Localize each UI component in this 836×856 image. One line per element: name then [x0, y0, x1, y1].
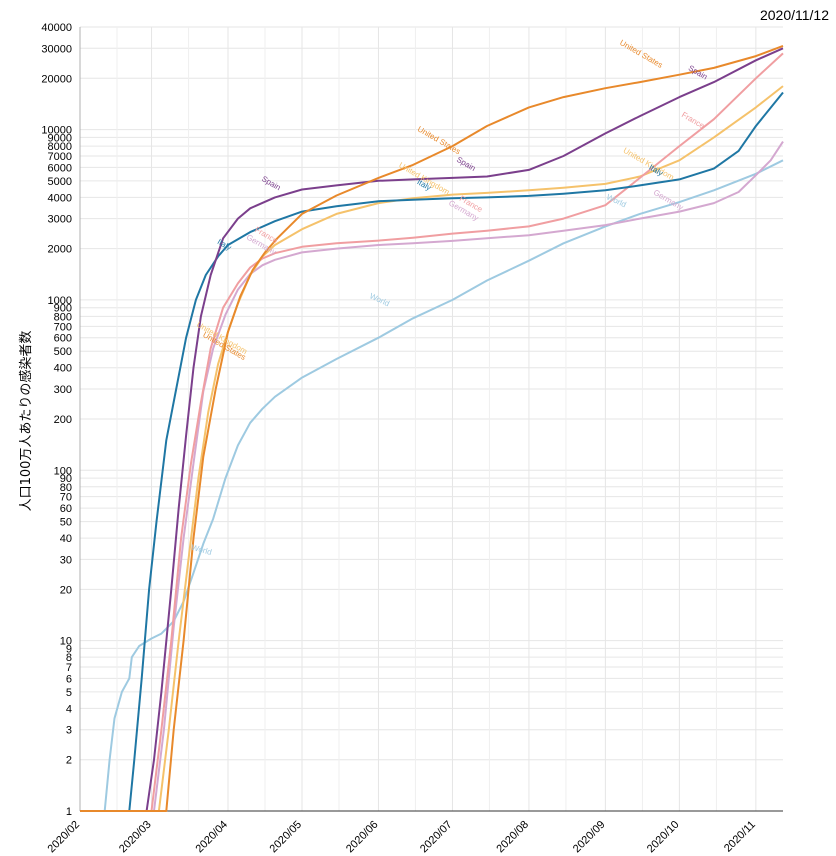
- x-tick-label: 2020/02: [46, 819, 83, 856]
- series-line-germany: [80, 141, 784, 812]
- series-line-united-states: [80, 44, 784, 812]
- series-label: Spain: [260, 174, 282, 192]
- x-tick-label: 2020/08: [494, 819, 531, 856]
- x-tick-label: 2020/05: [268, 819, 305, 856]
- y-tick-label: 90: [60, 473, 72, 485]
- grid: [79, 26, 783, 812]
- y-tick-label: 8000: [48, 141, 72, 153]
- series-label: France: [680, 110, 707, 131]
- y-tick-label: 70: [60, 492, 72, 504]
- x-tick-label: 2020/07: [418, 819, 455, 856]
- y-tick-label: 3000: [48, 214, 72, 226]
- y-tick-label: 60: [60, 503, 72, 515]
- y-tick-label: 3: [66, 725, 72, 737]
- y-tick-label: 4: [66, 703, 72, 715]
- y-tick-label: 8: [66, 652, 72, 664]
- series-label: Spain: [455, 155, 477, 173]
- y-tick-label: 1000: [48, 295, 72, 307]
- series-line-united-kingdom: [80, 85, 784, 812]
- y-tick-label: 2: [66, 755, 72, 767]
- y-tick-label: 6: [66, 673, 72, 685]
- series-line-spain: [80, 47, 784, 812]
- y-tick-label: 1: [66, 806, 72, 818]
- series-line-world: [80, 159, 784, 812]
- x-tick-label: 2020/04: [194, 819, 231, 856]
- x-tick-label: 2020/03: [117, 819, 154, 856]
- y-tick-label: 30000: [41, 43, 72, 55]
- x-tick-label: 2020/10: [645, 819, 682, 856]
- y-tick-label: 500: [54, 346, 72, 358]
- y-tick-label: 40000: [41, 22, 72, 34]
- y-tick-label: 80: [60, 482, 72, 494]
- y-tick-label: 200: [54, 414, 72, 426]
- y-tick-label: 300: [54, 384, 72, 396]
- x-axis: 2020/02 2020/03 2020/04 2020/05 2020/06 2020/…: [46, 819, 758, 856]
- series-label: World: [368, 291, 391, 308]
- y-tick-label: 800: [54, 311, 72, 323]
- y-tick-label: 400: [54, 363, 72, 375]
- y-axis-label: 人口100万人あたりの感染者数: [18, 331, 34, 512]
- y-tick-label: 100: [54, 465, 72, 477]
- y-tick-label: 900: [54, 303, 72, 315]
- y-tick-label: 9000: [48, 132, 72, 144]
- series-label: World: [605, 192, 628, 209]
- y-tick-label: 50: [60, 517, 72, 529]
- date-stamp: 2020/11/12: [760, 7, 829, 23]
- y-tick-label: 9: [66, 643, 72, 655]
- y-tick-label: 20: [60, 584, 72, 596]
- series-lines: [80, 44, 784, 812]
- y-tick-label: 2000: [48, 244, 72, 256]
- y-tick-label: 700: [54, 321, 72, 333]
- y-tick-label: 30: [60, 554, 72, 566]
- series-label: World: [190, 543, 212, 557]
- y-tick-label: 600: [54, 333, 72, 345]
- y-tick-label: 7: [66, 662, 72, 674]
- y-tick-label: 6000: [48, 162, 72, 174]
- x-tick-label: 2020/11: [722, 819, 758, 855]
- y-tick-label: 5: [66, 687, 72, 699]
- y-tick-label: 10: [60, 636, 72, 648]
- x-tick-label: 2020/06: [344, 819, 381, 856]
- series-label: Spain: [687, 63, 709, 81]
- series-label: United States: [618, 38, 664, 70]
- y-tick-label: 10000: [41, 125, 72, 137]
- y-tick-label: 40: [60, 533, 72, 545]
- y-tick-label: 5000: [48, 176, 72, 188]
- x-tick-label: 2020/09: [571, 819, 608, 856]
- y-tick-label: 4000: [48, 192, 72, 204]
- y-tick-label: 7000: [48, 151, 72, 163]
- series-line-italy: [80, 91, 784, 812]
- y-tick-label: 20000: [41, 73, 72, 85]
